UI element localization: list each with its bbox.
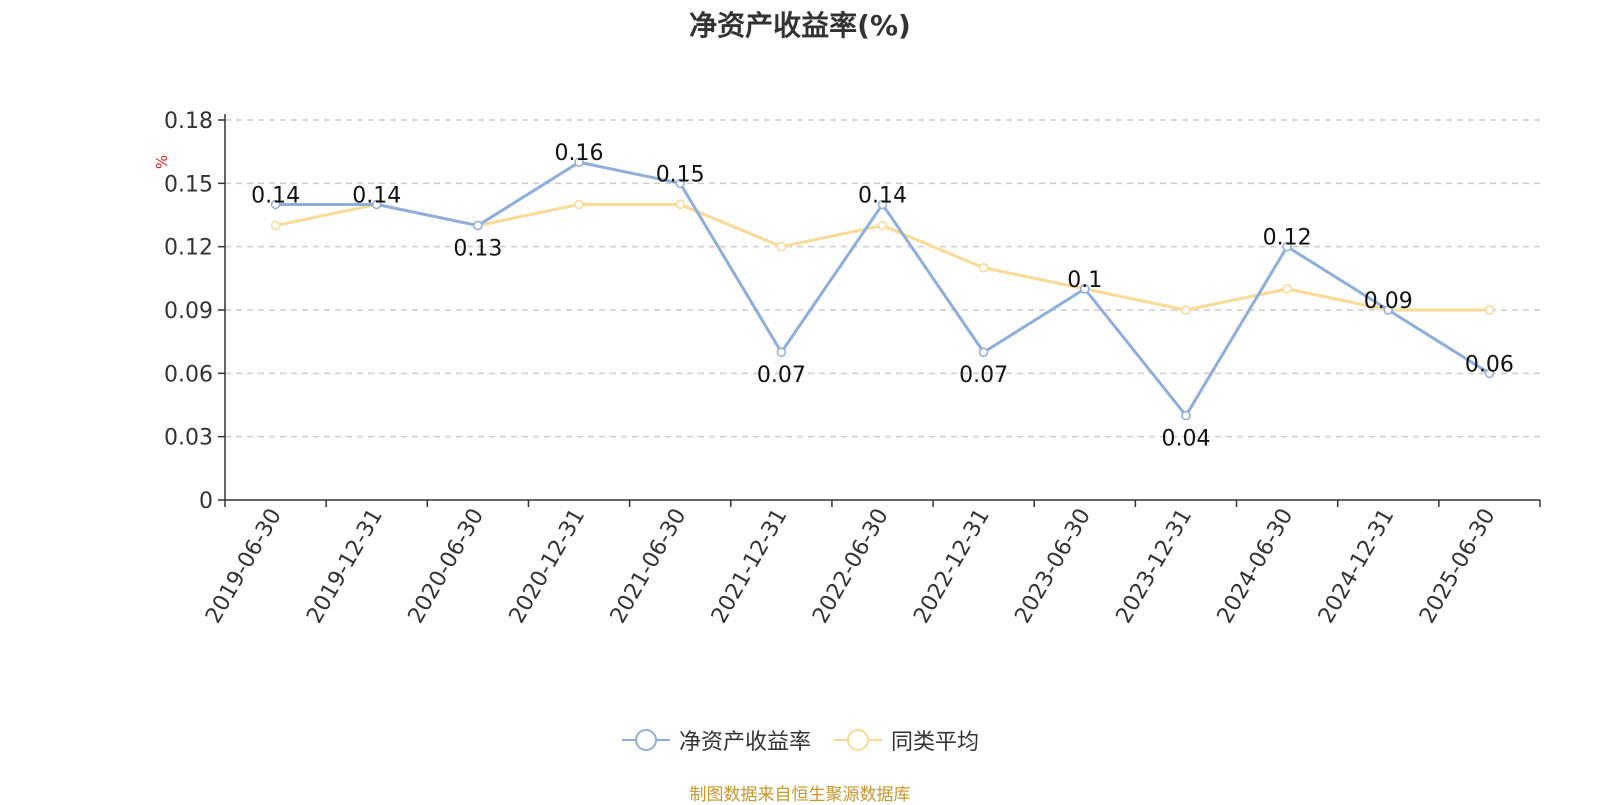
data-label-roe: 0.14 — [352, 183, 401, 208]
data-point-roe — [371, 199, 382, 210]
x-tick-label: 2024-12-31 — [1314, 505, 1400, 628]
y-tick-label: 0.06 — [164, 362, 213, 387]
legend-peer-average-icon — [834, 729, 882, 751]
data-label-roe: 0.13 — [453, 237, 502, 262]
data-point-roe — [574, 157, 584, 167]
data-point-peer-average — [574, 199, 584, 210]
x-tick-label: 2020-12-31 — [505, 505, 591, 628]
data-point-peer-average — [1282, 284, 1292, 294]
x-tick-label: 2020-06-30 — [404, 505, 490, 628]
data-point-roe — [1181, 410, 1191, 421]
legend-roe-icon — [621, 729, 670, 751]
data-label-roe: 0.07 — [959, 363, 1008, 388]
grid-lines — [225, 119, 1540, 438]
data-label-roe: 0.16 — [555, 141, 604, 166]
data-point-roe — [1282, 241, 1292, 252]
chart-title: 净资产收益率(%) — [689, 9, 911, 42]
data-point-roe — [1383, 305, 1394, 315]
data-point-peer-average — [1484, 305, 1495, 315]
legend: 净资产收益率 同类平均 — [0, 724, 1600, 756]
legend-peer-average-label: 同类平均 — [891, 730, 980, 755]
data-point-peer-average — [270, 220, 281, 231]
x-tick-label: 2023-12-31 — [1112, 505, 1198, 628]
data-point-roe — [978, 347, 989, 357]
data-point-roe — [473, 220, 483, 231]
data-label-roe: 0.1 — [1067, 268, 1102, 293]
y-tick-label: 0 — [199, 489, 213, 514]
data-label-roe: 0.07 — [757, 363, 806, 388]
legend-item-roe[interactable]: 净资产收益率 — [621, 724, 811, 756]
x-tick-label: 2019-06-30 — [201, 505, 287, 628]
data-label-roe: 0.06 — [1465, 352, 1514, 377]
y-tick-label: 0.15 — [164, 172, 213, 197]
data-labels: 0.14 0.14 0.13 0.16 0.15 0.07 0.14 0.07 0.1 0.04 0… — [251, 141, 1514, 451]
data-label-roe: 0.15 — [656, 162, 705, 187]
data-label-roe: 0.04 — [1161, 427, 1210, 452]
y-tick-label: 0.09 — [164, 299, 213, 324]
y-axis-unit-label: % — [153, 155, 171, 169]
legend-roe-label: 净资产收益率 — [678, 730, 811, 755]
series-lines — [270, 157, 1495, 421]
y-tick-label: 0.12 — [164, 236, 213, 261]
data-point-peer-average — [776, 241, 787, 252]
x-tick-label: 2021-12-31 — [707, 505, 793, 628]
x-tick-label: 2022-12-31 — [909, 505, 995, 628]
legend-item-peer-average[interactable]: 同类平均 — [833, 724, 979, 756]
data-point-peer-average — [675, 199, 685, 210]
x-tick-label: 2019-12-31 — [302, 505, 388, 628]
data-label-roe: 0.09 — [1364, 289, 1413, 314]
data-point-roe — [1484, 368, 1495, 379]
y-tick-label: 0.03 — [164, 426, 213, 451]
data-point-peer-average — [978, 263, 989, 273]
data-point-roe — [877, 199, 888, 210]
data-point-peer-average — [1181, 305, 1191, 315]
y-tick-label: 0.18 — [164, 109, 213, 134]
x-tick-label: 2025-06-30 — [1415, 505, 1501, 628]
data-point-roe — [270, 199, 281, 210]
data-point-roe — [1080, 284, 1090, 294]
data-label-roe: 0.14 — [858, 183, 907, 208]
source-note: 制图数据来自恒生聚源数据库 — [689, 785, 911, 805]
data-point-roe — [776, 347, 787, 357]
data-label-roe: 0.12 — [1263, 226, 1312, 251]
data-point-roe — [675, 178, 685, 189]
data-label-roe: 0.14 — [251, 183, 300, 208]
x-tick-label: 2021-06-30 — [606, 505, 692, 628]
x-tick-label: 2024-06-30 — [1213, 505, 1299, 628]
data-point-peer-average — [877, 220, 888, 231]
x-tick-label: 2022-06-30 — [808, 505, 894, 628]
x-tick-label: 2023-06-30 — [1010, 505, 1096, 628]
